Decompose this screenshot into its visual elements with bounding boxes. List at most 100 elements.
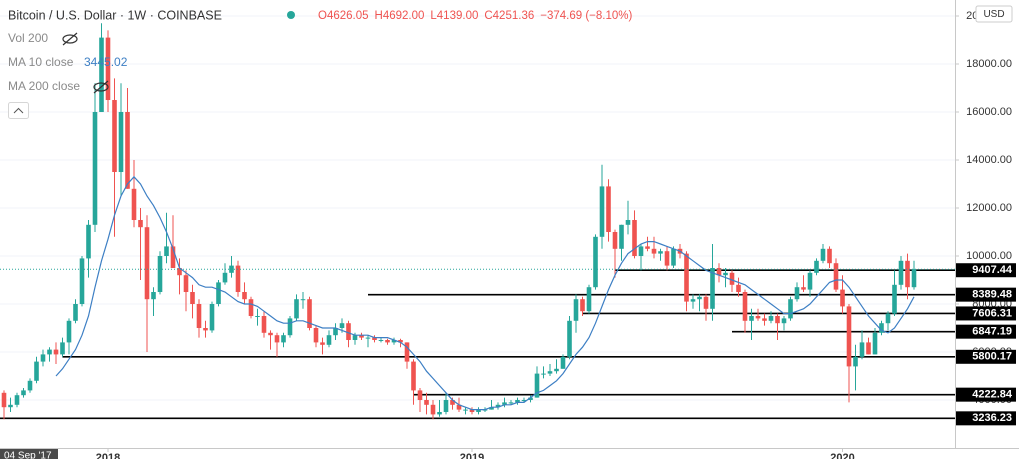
currency-label: USD [983, 9, 1004, 20]
candle-body [164, 246, 169, 257]
indicator-label: MA 10 close [8, 55, 74, 69]
candle-body [638, 246, 644, 257]
candle-body [560, 356, 566, 369]
level-label: 7606.31 [972, 307, 1012, 319]
candle-body [859, 342, 865, 357]
x-tick-label: 04 Sep '17 [4, 451, 52, 459]
level-label-box [956, 349, 1016, 364]
candle-body [222, 272, 228, 283]
candle-body [573, 299, 579, 321]
candle-body [723, 272, 728, 276]
candle-body [729, 272, 735, 285]
candle-body [567, 320, 572, 357]
candle-body [664, 251, 670, 266]
candle-body [469, 409, 475, 413]
candle-body [788, 299, 793, 319]
candle-body [781, 318, 787, 324]
candle-body [183, 275, 189, 293]
candle-body [645, 246, 650, 249]
candle-body [242, 292, 247, 300]
candle-body [34, 361, 39, 381]
candle-body [365, 337, 371, 339]
candle-body [911, 269, 917, 288]
level-label: 8389.48 [972, 289, 1012, 301]
candle-body [690, 299, 696, 302]
candle-body [144, 227, 150, 300]
y-tick-label: 10000.00 [966, 250, 1012, 262]
candle-body [391, 340, 397, 343]
candle-body [313, 328, 319, 343]
candle-body [294, 299, 299, 319]
candle-body [14, 395, 20, 405]
candle-body [736, 284, 741, 293]
candle-body [521, 400, 527, 402]
candle-body [840, 289, 845, 307]
candle-body [632, 220, 637, 257]
candle-body [21, 390, 26, 396]
candle-body [326, 335, 332, 345]
candle-body [580, 299, 585, 312]
ma-line [55, 175, 915, 411]
candle-body [261, 316, 267, 333]
candle-body [547, 371, 553, 374]
candle-body [658, 251, 663, 254]
candle-body [372, 337, 377, 341]
ohlc-value: −374.69 (−8.10%) [540, 10, 632, 22]
candle-body [430, 404, 436, 415]
chart-title: Bitcoin / U.S. Dollar · 1W · COINBASE [8, 8, 222, 22]
level-label: 3236.23 [972, 412, 1012, 424]
candle-body [151, 292, 156, 300]
candle-body [235, 265, 241, 293]
candle-body [1, 392, 7, 408]
y-tick-label: 12000.00 [966, 202, 1012, 214]
candle-body [463, 409, 468, 411]
candle-body [885, 313, 891, 324]
candle-body [138, 220, 143, 228]
candle-body [450, 400, 455, 405]
candle-body [586, 287, 592, 312]
status-dot [287, 11, 295, 19]
candle-body [833, 263, 839, 290]
candle-body [502, 402, 507, 405]
candle-body [60, 342, 65, 355]
ohlc-legend: O4626.05 H4692.00 L4139.00 C4251.36 −374.69 … [318, 10, 632, 22]
candle-body [599, 186, 605, 237]
candle-body [281, 335, 286, 343]
candle-body [274, 335, 280, 343]
candle-body [352, 335, 358, 341]
candle-body [476, 409, 481, 413]
candle-body [508, 402, 514, 404]
candle-body [892, 284, 897, 314]
y-tick-label: 14000.00 [966, 154, 1012, 166]
candle-body [27, 380, 33, 391]
candle-body [443, 400, 449, 413]
x-tick-label: 2019 [460, 452, 484, 459]
candle-body [105, 37, 111, 101]
level-label: 4222.84 [972, 389, 1013, 401]
candle-body [762, 318, 767, 321]
candle-body [749, 316, 754, 321]
candle-body [495, 404, 501, 408]
level-label: 5800.17 [972, 351, 1012, 363]
candle-body [411, 361, 416, 391]
candle-body [209, 304, 215, 331]
candle-body [398, 340, 403, 343]
candle-body [814, 260, 819, 273]
candle-body [268, 332, 273, 336]
candle-body [40, 354, 46, 362]
x-tick-label: 2018 [96, 452, 120, 459]
y-tick-label: 18000.00 [966, 58, 1012, 70]
candle-body [801, 287, 806, 290]
overlay [0, 175, 955, 411]
collapse-button[interactable] [8, 102, 29, 119]
level-label-box [956, 324, 1016, 339]
candle-body [879, 323, 884, 333]
collapse-icon [13, 107, 24, 114]
candle-body [424, 400, 429, 405]
candle-body [775, 316, 780, 324]
candle-body [820, 248, 826, 261]
candle-body [515, 400, 520, 403]
